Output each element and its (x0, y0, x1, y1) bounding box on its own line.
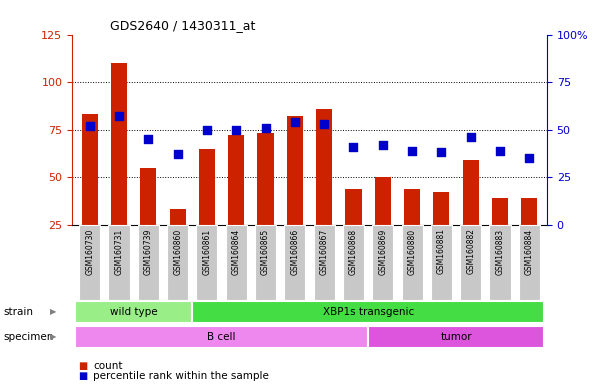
Point (466, 134, 475, 140)
Text: specimen: specimen (3, 332, 53, 342)
Text: count: count (93, 361, 123, 371)
Text: ■: ■ (78, 361, 87, 371)
Text: GSM160730: GSM160730 (85, 228, 94, 275)
FancyBboxPatch shape (314, 225, 335, 300)
Text: GSM160882: GSM160882 (466, 228, 475, 275)
Text: GSM160865: GSM160865 (261, 228, 270, 275)
Text: GSM160883: GSM160883 (495, 228, 504, 275)
Point (525, 155, 534, 161)
FancyBboxPatch shape (368, 326, 544, 348)
Bar (346, 189, 362, 225)
FancyBboxPatch shape (167, 225, 188, 300)
Bar (521, 198, 537, 225)
Bar (228, 135, 244, 225)
FancyBboxPatch shape (138, 225, 159, 300)
Text: ■: ■ (78, 371, 87, 381)
Bar (82, 114, 98, 225)
FancyBboxPatch shape (284, 225, 305, 300)
Text: wild type: wild type (110, 307, 157, 317)
FancyBboxPatch shape (401, 225, 423, 300)
FancyBboxPatch shape (460, 225, 481, 300)
Point (319, 121, 329, 127)
FancyBboxPatch shape (255, 225, 276, 300)
Bar (287, 116, 303, 225)
Point (436, 149, 446, 156)
Text: GSM160866: GSM160866 (290, 228, 299, 275)
Text: tumor: tumor (441, 332, 472, 342)
Text: GSM160861: GSM160861 (203, 228, 212, 275)
Point (231, 127, 241, 133)
FancyBboxPatch shape (192, 301, 544, 323)
Text: ▶: ▶ (50, 332, 56, 341)
Bar (433, 192, 450, 225)
Bar (140, 168, 156, 225)
Bar (316, 109, 332, 225)
Text: GSM160867: GSM160867 (320, 228, 329, 275)
Bar (463, 160, 479, 225)
Point (114, 113, 124, 119)
FancyBboxPatch shape (343, 225, 364, 300)
Text: GSM160860: GSM160860 (173, 228, 182, 275)
Point (349, 144, 358, 150)
FancyBboxPatch shape (75, 301, 192, 323)
Text: GDS2640 / 1430311_at: GDS2640 / 1430311_at (110, 19, 255, 32)
Point (173, 151, 183, 157)
Point (290, 119, 300, 125)
FancyBboxPatch shape (197, 225, 218, 300)
FancyBboxPatch shape (79, 225, 100, 300)
Text: percentile rank within the sample: percentile rank within the sample (93, 371, 269, 381)
Text: GSM160884: GSM160884 (525, 228, 534, 275)
FancyBboxPatch shape (431, 225, 452, 300)
Point (202, 127, 212, 133)
Text: GSM160881: GSM160881 (437, 228, 446, 275)
Text: GSM160731: GSM160731 (115, 228, 124, 275)
Text: GSM160880: GSM160880 (407, 228, 416, 275)
Point (144, 136, 153, 142)
Text: strain: strain (3, 307, 33, 317)
FancyBboxPatch shape (75, 326, 368, 348)
Text: GSM160864: GSM160864 (232, 228, 241, 275)
Text: GSM160868: GSM160868 (349, 228, 358, 275)
Point (378, 142, 388, 148)
Point (261, 125, 270, 131)
Text: GSM160869: GSM160869 (378, 228, 387, 275)
Point (407, 147, 417, 154)
FancyBboxPatch shape (226, 225, 247, 300)
Bar (404, 189, 420, 225)
Bar (199, 149, 215, 225)
FancyBboxPatch shape (489, 225, 511, 300)
FancyBboxPatch shape (519, 225, 540, 300)
FancyBboxPatch shape (108, 225, 130, 300)
Point (495, 147, 505, 154)
FancyBboxPatch shape (372, 225, 393, 300)
Bar (169, 209, 186, 225)
Bar (257, 133, 273, 225)
Text: GSM160739: GSM160739 (144, 228, 153, 275)
Bar (492, 198, 508, 225)
Text: ▶: ▶ (50, 307, 56, 316)
Text: B cell: B cell (207, 332, 236, 342)
Point (85, 123, 94, 129)
Bar (111, 63, 127, 225)
Text: XBP1s transgenic: XBP1s transgenic (323, 307, 413, 317)
Bar (375, 177, 391, 225)
